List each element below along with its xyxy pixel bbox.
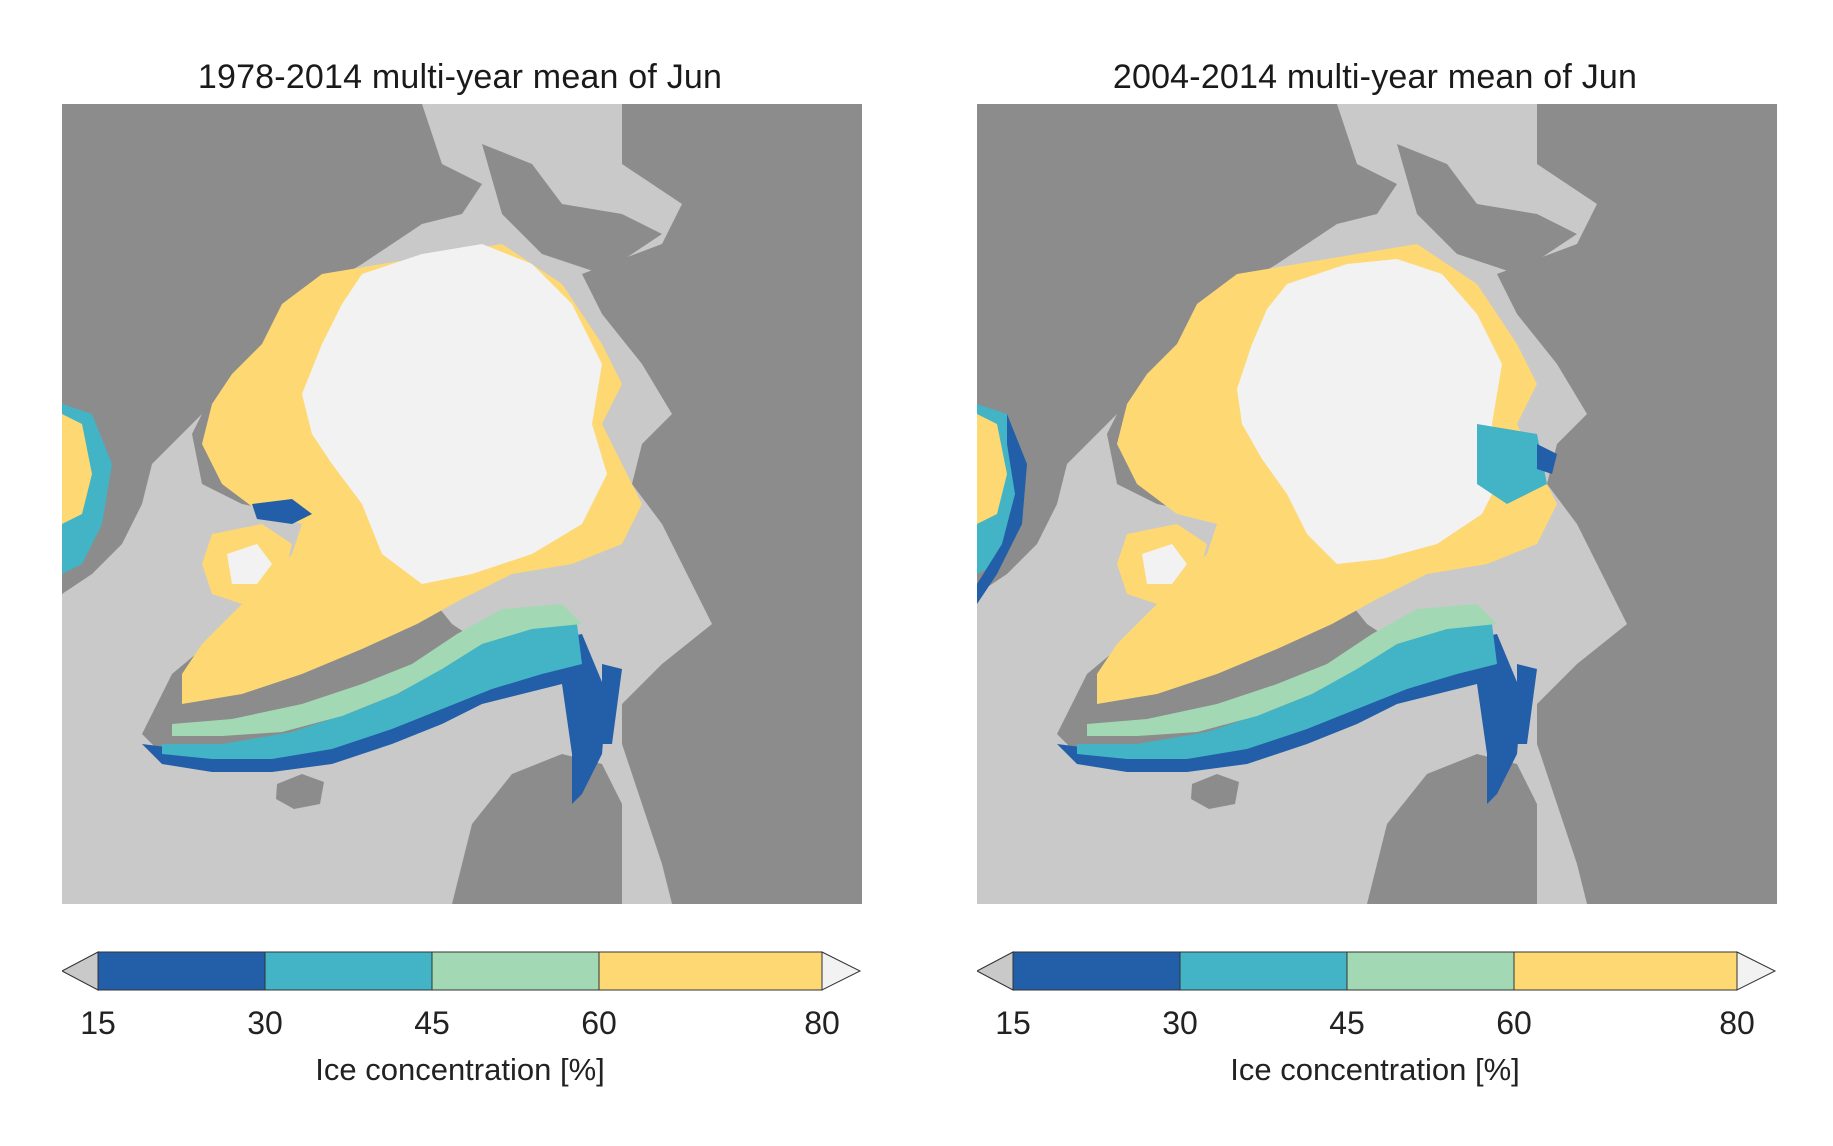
colorbar-bin-15-30 [97,951,266,991]
labrador-sea-ice-edge [977,414,1027,604]
map-panel-2004-2014: 2004-2014 multi-year mean of Jun [945,0,1805,1146]
colorbar-bin-60-80 [1513,951,1738,991]
ice-band-30-45 [1077,624,1497,759]
panel-title: 1978-2014 multi-year mean of Jun [197,58,723,96]
colorbar-over-triangle [1736,951,1777,991]
colorbar-tick: 45 [1329,1005,1365,1041]
eurasia-land [582,104,862,904]
kara-sea-ice [1477,424,1547,504]
baffin-bay-ice [252,499,312,524]
colorbar-tick: 60 [1496,1005,1532,1041]
colorbar-tick: 30 [1162,1005,1198,1041]
colorbar-bin-45-60 [431,951,600,991]
colorbar-bin-45-60 [1346,951,1515,991]
colorbar-tick: 80 [804,1005,840,1041]
colorbar [977,951,1777,991]
colorbar-tick: 45 [414,1005,450,1041]
ice-band-30-45 [162,624,582,759]
labrador-sea-ice-inner [62,414,92,524]
ice-band-over-80 [1237,259,1502,564]
colorbar-tick: 15 [995,1005,1031,1041]
colorbar-label: Ice concentration [%] [1230,1052,1520,1087]
eurasia-land [1497,104,1777,904]
ice-band-over-80 [302,244,607,584]
colorbar-tick: 15 [80,1005,116,1041]
map-panel-1978-2014: 1978-2014 multi-year mean of Jun [30,0,890,1146]
colorbar-bin-30-45 [264,951,433,991]
siberia-coast-land [482,144,662,274]
colorbar-under-triangle [977,951,1014,991]
colorbar-bin-30-45 [1179,951,1348,991]
colorbar-tick: 80 [1719,1005,1755,1041]
labrador-sea-ice-inner [977,414,1007,524]
hudson-bay-ice-core [1142,544,1187,584]
arctic-sea-ice-map [62,104,862,904]
iceland-land [276,774,324,809]
colorbar-tick: 60 [581,1005,617,1041]
hudson-bay-ice-core [227,544,272,584]
colorbar-bin-60-80 [598,951,823,991]
colorbar-under-triangle [62,951,99,991]
ice-band-45-60 [1087,604,1497,736]
colorbar-tick: 30 [247,1005,283,1041]
arctic-sea-ice-map [977,104,1777,904]
barents-sea-ice [1517,664,1537,744]
colorbar-label: Ice concentration [%] [315,1052,605,1087]
colorbar-over-triangle [821,951,862,991]
barents-sea-ice [602,664,622,744]
ice-band-45-60 [172,604,582,736]
panel-title: 2004-2014 multi-year mean of Jun [1112,58,1638,96]
siberia-coast-land [1397,144,1577,274]
colorbar [62,951,862,991]
kara-sea-ice-core [1537,444,1557,474]
iceland-land [1191,774,1239,809]
colorbar-bin-15-30 [1012,951,1181,991]
